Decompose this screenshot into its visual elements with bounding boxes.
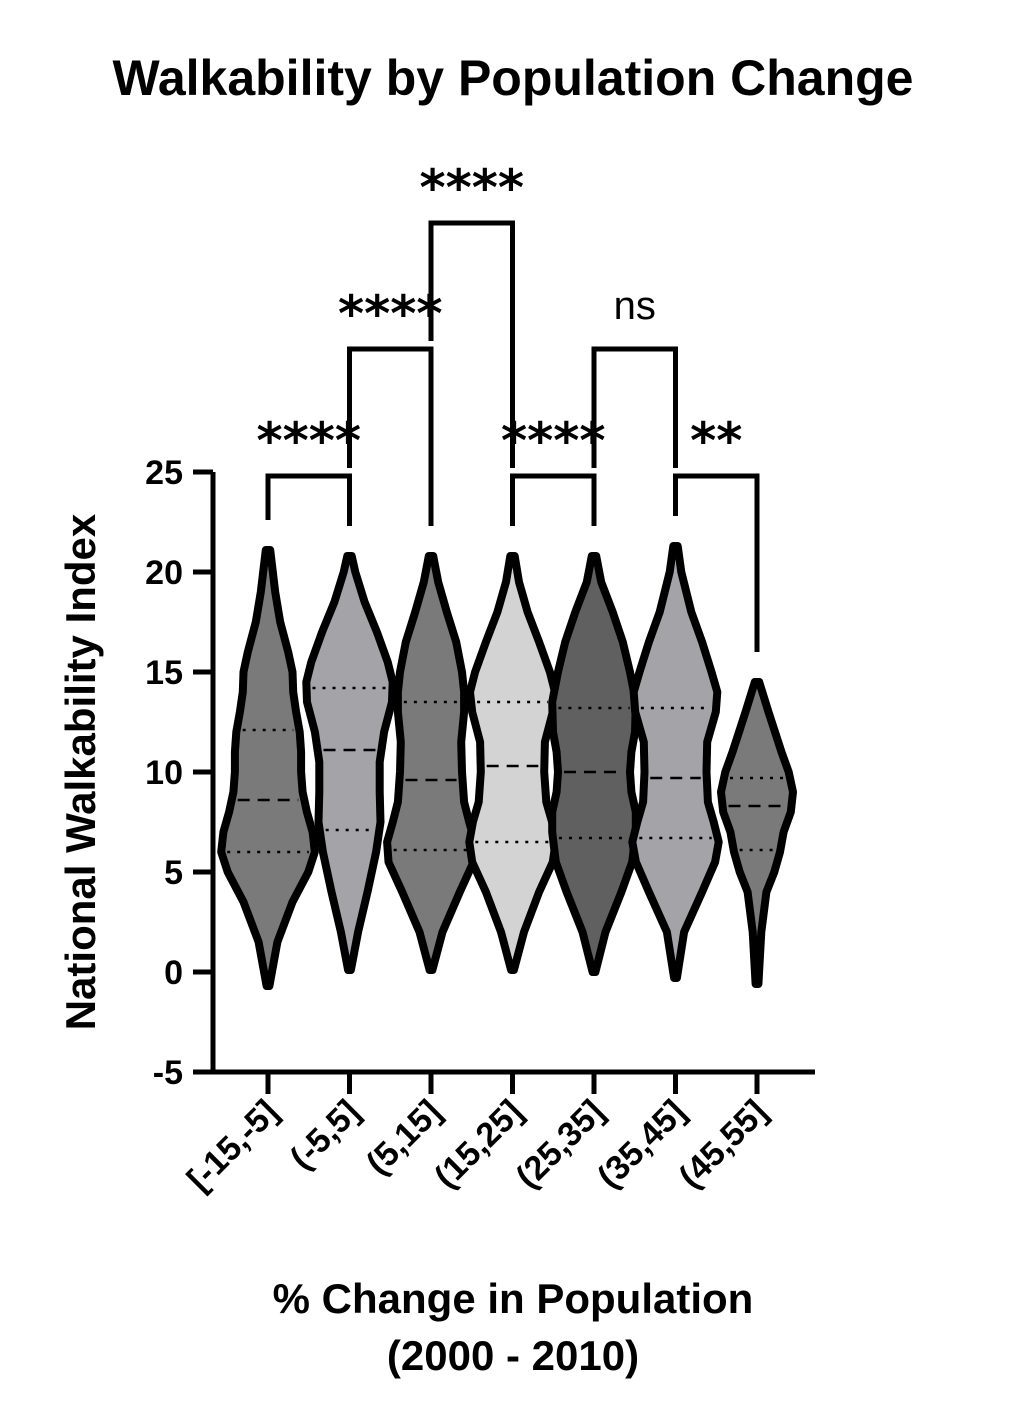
y-tick-label: 15 <box>145 654 183 692</box>
violin-body <box>548 552 640 976</box>
significance-bracket <box>591 346 678 468</box>
significance-label: ns <box>614 284 656 328</box>
violin-body <box>302 552 397 974</box>
x-tick-label: (45,55] <box>672 1093 775 1196</box>
significance-label: ** <box>690 412 742 470</box>
x-tick-label: [-15,-5] <box>180 1093 286 1199</box>
x-tick-label: (-5,5] <box>283 1093 367 1177</box>
significance-bracket <box>265 473 352 526</box>
significance-label: **** <box>256 412 361 470</box>
y-tick-label: 10 <box>145 754 183 792</box>
violin-body <box>465 552 560 974</box>
y-axis-label: National Walkability Index <box>57 513 104 1030</box>
significance-bracket <box>673 473 760 652</box>
y-tick-label: 0 <box>164 954 183 992</box>
violin-body <box>383 552 479 974</box>
x-axis-label-line2: (2000 - 2010) <box>387 1332 639 1379</box>
x-tick-label: (25,35] <box>509 1093 612 1196</box>
significance-bracket <box>510 473 597 526</box>
y-tick-label: -5 <box>153 1054 183 1092</box>
x-tick-label: (15,25] <box>427 1093 530 1196</box>
violin-body <box>217 546 319 990</box>
x-axis-label-line1: % Change in Population <box>273 1275 754 1322</box>
chart-title: Walkability by Population Change <box>112 50 913 106</box>
significance-label: **** <box>338 285 443 343</box>
plot-area: -50510152025[-15,-5](-5,5](5,15](15,25](… <box>145 159 815 1198</box>
y-tick-label: 5 <box>164 854 183 892</box>
violin-body <box>628 542 723 982</box>
significance-bracket <box>347 346 434 526</box>
x-tick-label: (35,45] <box>590 1093 693 1196</box>
significance-label: **** <box>501 412 606 470</box>
y-tick-label: 20 <box>145 554 183 592</box>
significance-label: **** <box>419 159 524 217</box>
violin-body <box>717 678 797 988</box>
significance-bracket <box>428 220 515 468</box>
y-tick-label: 25 <box>145 454 183 492</box>
